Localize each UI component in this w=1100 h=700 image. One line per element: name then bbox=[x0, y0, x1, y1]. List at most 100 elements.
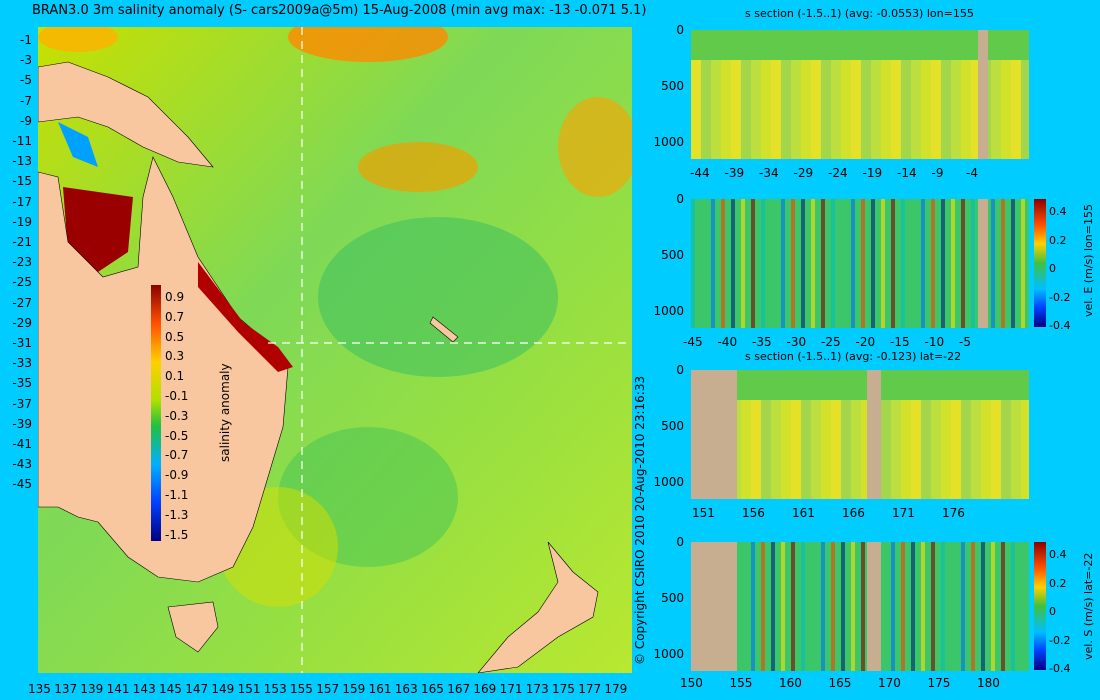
panel-x-tick: 176 bbox=[942, 506, 965, 520]
section-stripe bbox=[921, 400, 931, 499]
section-stripe bbox=[851, 60, 861, 159]
map-y-tick: -9 bbox=[20, 113, 32, 128]
section-stripe bbox=[891, 199, 895, 328]
new-caledonia-landmass bbox=[429, 316, 459, 343]
map-x-tick: 139 bbox=[80, 682, 104, 696]
section-stripe bbox=[961, 199, 965, 328]
section-stripe bbox=[731, 60, 741, 159]
section-stripe bbox=[1021, 542, 1025, 671]
map-y-tick: -3 bbox=[20, 53, 32, 68]
section-stripe bbox=[931, 542, 935, 671]
panel-y-tick: 1000 bbox=[653, 135, 684, 149]
section-stripe bbox=[941, 542, 945, 671]
map-x-tick: 157 bbox=[316, 682, 340, 696]
map-colorbar-label: salinity anomaly bbox=[218, 363, 232, 462]
panel-colorbar-tick: -0.4 bbox=[1049, 662, 1071, 675]
section-stripe bbox=[771, 199, 775, 328]
map-x-tick: 143 bbox=[132, 682, 156, 696]
map-x-tick: 177 bbox=[578, 682, 602, 696]
salinity-map bbox=[38, 27, 632, 673]
map-y-tick: -29 bbox=[12, 315, 32, 330]
section-surface-band bbox=[691, 30, 1029, 60]
section-stripe bbox=[821, 542, 825, 671]
panel-x-tick: -4 bbox=[966, 166, 978, 180]
panel-x-tick: 151 bbox=[692, 506, 715, 520]
section-stripe bbox=[941, 60, 951, 159]
section-stripe bbox=[881, 400, 891, 499]
section-stripe bbox=[1001, 542, 1005, 671]
section-stripe bbox=[1011, 542, 1015, 671]
map-y-tick: -23 bbox=[12, 255, 32, 270]
panel-colorbar-tick: 0 bbox=[1049, 262, 1056, 275]
panel-x-tick: -10 bbox=[924, 335, 945, 349]
section-stripe bbox=[911, 60, 921, 159]
section-stripe bbox=[1021, 199, 1025, 328]
map-y-tick: -33 bbox=[12, 356, 32, 371]
section-land bbox=[978, 30, 988, 159]
section-stripe bbox=[781, 199, 785, 328]
gulf-anomaly bbox=[63, 187, 133, 272]
map-colorbar-tick: 0.7 bbox=[165, 309, 185, 324]
section-stripe bbox=[881, 199, 885, 328]
map-y-tick: -1 bbox=[20, 33, 32, 47]
map-colorbar-tick: -0.3 bbox=[165, 408, 189, 423]
tasmania-landmass bbox=[167, 601, 219, 653]
map-x-tick: 151 bbox=[237, 682, 261, 696]
section-surface-band bbox=[691, 370, 1029, 400]
map-x-tick: 173 bbox=[525, 682, 549, 696]
section-stripe bbox=[1011, 60, 1021, 159]
section-stripe bbox=[741, 199, 745, 328]
section-stripe bbox=[791, 400, 801, 499]
section-stripe bbox=[771, 542, 775, 671]
map-x-tick: 149 bbox=[211, 682, 235, 696]
section-stripe bbox=[731, 199, 735, 328]
section-stripe bbox=[801, 542, 805, 671]
panel-y-tick: 500 bbox=[661, 419, 684, 433]
panel-colorbar-tick: -0.4 bbox=[1049, 319, 1071, 332]
section-stripe bbox=[811, 199, 815, 328]
section-stripe bbox=[831, 60, 841, 159]
panel-y-tick: 500 bbox=[661, 591, 684, 605]
section-stripe bbox=[861, 199, 865, 328]
section-panel bbox=[691, 370, 1029, 499]
section-stripe bbox=[811, 60, 821, 159]
panel-x-tick: -25 bbox=[821, 335, 841, 349]
panel-colorbar-tick: -0.2 bbox=[1049, 290, 1071, 304]
panel-y-tick: 1000 bbox=[653, 647, 684, 661]
section-stripe bbox=[991, 199, 995, 328]
map-cool-patch bbox=[318, 217, 558, 377]
section-stripe bbox=[811, 400, 821, 499]
panel-x-tick: 180 bbox=[977, 676, 1000, 690]
panel-x-tick: -44 bbox=[690, 166, 710, 180]
panel-y-tick: 0 bbox=[676, 363, 684, 377]
section-stripe bbox=[721, 60, 731, 159]
panel-x-tick: -15 bbox=[890, 335, 910, 349]
section-stripe bbox=[961, 400, 971, 499]
map-y-tick: -41 bbox=[12, 437, 32, 451]
section-stripe bbox=[701, 60, 711, 159]
section-stripe bbox=[781, 60, 791, 159]
map-y-tick: -39 bbox=[12, 416, 32, 431]
map-colorbar-tick: -0.9 bbox=[165, 468, 189, 483]
panel-x-tick: -19 bbox=[862, 166, 883, 180]
section-stripe bbox=[741, 542, 745, 671]
section-stripe bbox=[841, 542, 845, 671]
section-stripe bbox=[1001, 199, 1005, 328]
panel-x-tick: -45 bbox=[683, 335, 703, 349]
map-y-tick: -17 bbox=[12, 194, 32, 209]
map-x-tick: 161 bbox=[368, 682, 392, 696]
panel-colorbar bbox=[1034, 542, 1046, 670]
section-stripe bbox=[811, 542, 815, 671]
map-warm-patch bbox=[288, 27, 448, 62]
section-stripe bbox=[911, 542, 915, 671]
map-x-tick: 159 bbox=[342, 682, 366, 696]
panel-colorbar-tick: 0.2 bbox=[1049, 576, 1067, 590]
map-title: BRAN3.0 3m salinity anomaly (S- cars2009… bbox=[32, 3, 647, 18]
panel-x-tick: 166 bbox=[842, 506, 865, 520]
section-stripe bbox=[991, 60, 1001, 159]
section-stripe bbox=[831, 542, 835, 671]
section-stripe bbox=[901, 199, 905, 328]
map-y-tick: -21 bbox=[12, 235, 32, 249]
panel-x-tick: -5 bbox=[959, 335, 971, 349]
map-y-tick: -31 bbox=[12, 336, 32, 350]
